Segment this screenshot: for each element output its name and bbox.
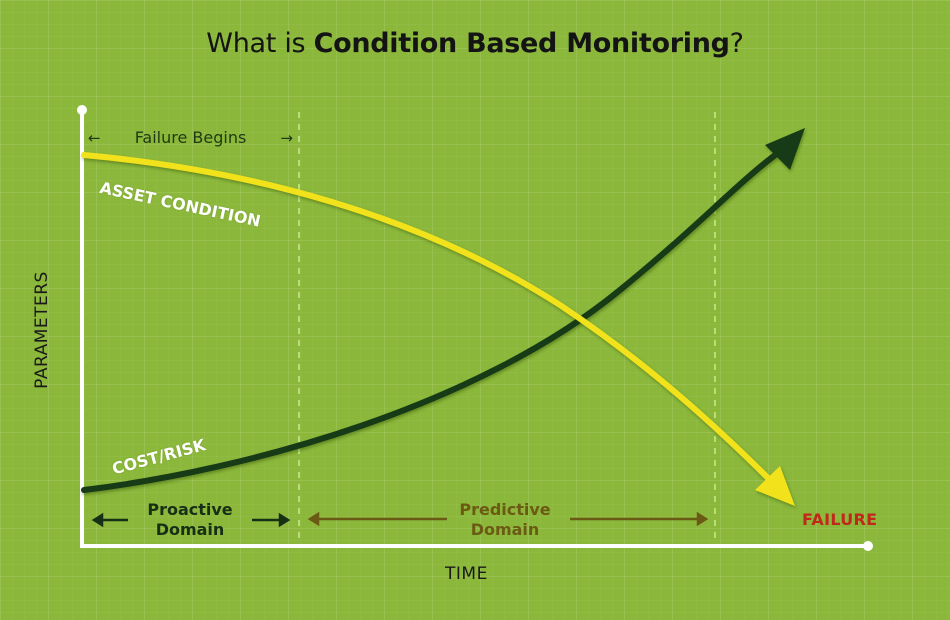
- predictive-line2: Domain: [470, 520, 540, 539]
- failure-begins-label: Failure Begins: [134, 128, 247, 147]
- cost-risk-curve: [81, 128, 805, 493]
- failure-begins-annotation: ← Failure Begins →: [88, 128, 293, 147]
- x-axis-endpoint: [863, 541, 873, 551]
- y-axis-label: PARAMETERS: [32, 271, 52, 389]
- predictive-line1: Predictive: [459, 500, 551, 519]
- title-prefix: What is: [206, 28, 314, 59]
- predictive-domain-label: Predictive Domain: [430, 500, 580, 540]
- asset-condition-curve: [81, 152, 795, 506]
- title-emphasis: Condition Based Monitoring: [313, 28, 730, 59]
- failure-label: FAILURE: [802, 510, 878, 529]
- x-axis-label: TIME: [445, 564, 488, 584]
- asset-condition-arrowhead: [755, 466, 795, 506]
- predictive-arrows: [307, 511, 709, 527]
- arrow-left-icon: ←: [88, 128, 101, 147]
- cost-risk-arrowhead: [765, 128, 805, 170]
- page-title: What is Condition Based Monitoring?: [0, 28, 950, 59]
- proactive-arrows: [91, 512, 291, 528]
- proactive-line2: Domain: [155, 520, 225, 539]
- proactive-domain-label: Proactive Domain: [130, 500, 250, 540]
- title-suffix: ?: [729, 28, 744, 59]
- y-axis-endpoint: [77, 105, 87, 115]
- axes: [77, 105, 873, 551]
- arrow-right-icon: →: [280, 128, 293, 147]
- proactive-line1: Proactive: [147, 500, 233, 519]
